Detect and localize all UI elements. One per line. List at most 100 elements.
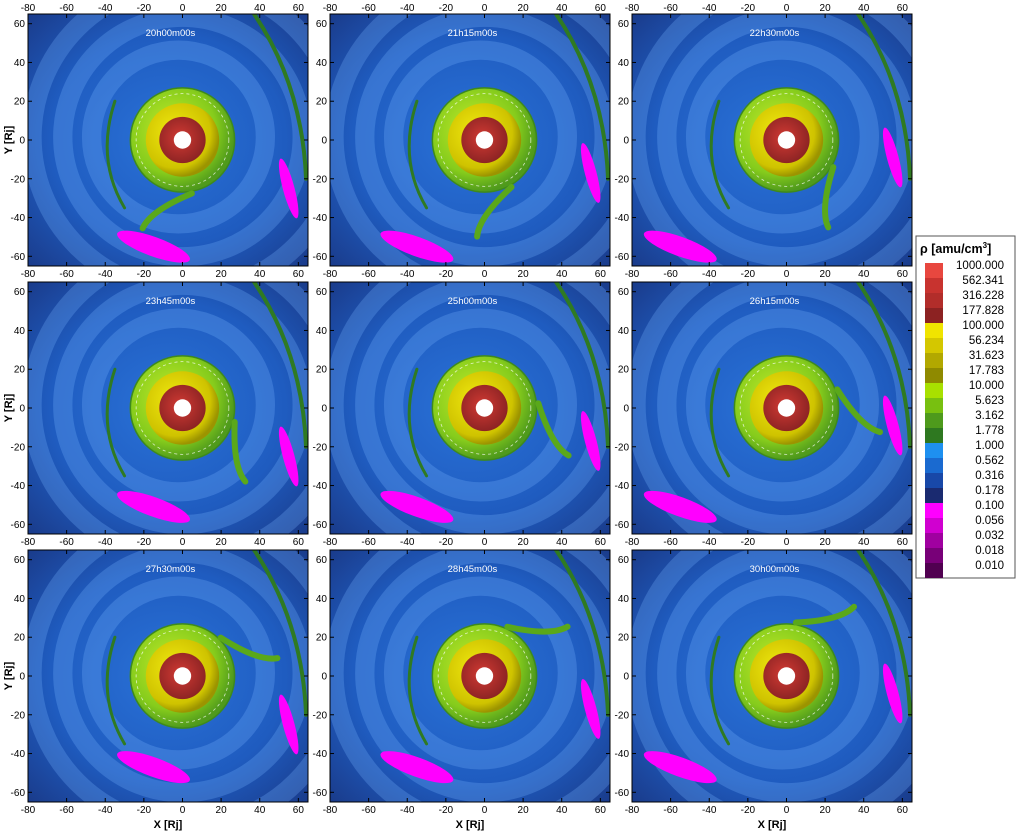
x-tick-label-top: 20 (216, 3, 228, 14)
low-density-patch (643, 751, 717, 784)
x-tick-label: 40 (254, 805, 266, 816)
inner-green-arc (105, 635, 127, 746)
planet (475, 131, 494, 149)
y-tick-label: -40 (313, 481, 328, 492)
panel-9: 30h00m00s -80 -60 -40 -20 0 20 40 60 -60 -40 -20 0 20… (615, 549, 913, 831)
y-tick-label: -60 (11, 788, 26, 799)
inner-green-arc (709, 635, 731, 746)
low-density-patch (580, 679, 601, 739)
y-tick-label: 20 (316, 97, 328, 108)
outer-green-stream (855, 550, 912, 717)
panel-plot-area (28, 282, 308, 534)
colorbar-title-end: ] (987, 242, 991, 256)
colorbar-swatch (925, 368, 943, 383)
colorbar-label: 17.783 (969, 365, 1004, 377)
x-tick-label: -20 (137, 269, 152, 280)
x-tick-label: 0 (482, 269, 488, 280)
y-tick-label: 40 (618, 594, 630, 605)
x-tick-label-top: 0 (482, 3, 488, 14)
colorbar-swatch (925, 428, 943, 443)
x-tick-label: -80 (21, 805, 36, 816)
x-tick-label: 0 (784, 537, 790, 548)
colorbar-label: 100.000 (962, 320, 1004, 332)
planet (173, 667, 192, 685)
x-tick-label: 40 (556, 269, 568, 280)
panels-layer: 20h00m00s -80 -80 -60 -60 -40 -40 -20 -20 0 0 20 20 4… (3, 3, 913, 831)
colorbar-title: ρ [amu/cm3] (920, 241, 991, 256)
x-tick-label-top: -60 (361, 3, 376, 14)
x-tick-label: 60 (293, 805, 305, 816)
y-tick-label: -60 (313, 520, 328, 531)
x-tick-label: -60 (663, 805, 678, 816)
x-tick-label: -60 (663, 537, 678, 548)
density-swirl (81, 308, 276, 502)
panel-5: 25h00m00s -80 -60 -40 -20 0 20 40 60 -60 -40 -20 0 20… (313, 281, 611, 548)
y-tick-label: 60 (618, 555, 630, 566)
x-tick-label: 40 (556, 537, 568, 548)
y-tick-label: 40 (316, 594, 328, 605)
contour-line (437, 629, 532, 723)
colorbar-label: 1.000 (975, 440, 1004, 452)
x-tick-label-top: -80 (625, 3, 640, 14)
low-density-patch (580, 411, 601, 471)
torus-tail (792, 603, 858, 626)
y-tick-label: -20 (615, 174, 630, 185)
x-axis-title: X [Rj] (154, 819, 183, 831)
y-tick-label: -20 (313, 442, 328, 453)
y-tick-label: 20 (618, 97, 630, 108)
y-tick-label: 0 (623, 404, 629, 415)
y-tick-label: -40 (313, 749, 328, 760)
y-tick-label: -20 (615, 710, 630, 721)
low-density-patch (882, 127, 903, 188)
torus-tail (822, 164, 837, 231)
x-tick-label: -20 (439, 269, 454, 280)
y-tick-label: 0 (321, 136, 327, 147)
x-tick-label-top: 20 (518, 3, 530, 14)
panel-time-label: 25h00m00s (448, 296, 498, 307)
x-tick-label: -80 (625, 805, 640, 816)
x-tick-label-top: 60 (897, 3, 909, 14)
y-tick-label: -60 (313, 788, 328, 799)
y-tick-label: 0 (623, 136, 629, 147)
panel-6: 26h15m00s -80 -60 -40 -20 0 20 40 60 -60 -40 -20 0 20… (615, 281, 913, 548)
y-tick-label: -60 (615, 252, 630, 263)
x-tick-label: -20 (741, 805, 756, 816)
colorbar-label: 0.562 (975, 455, 1004, 467)
y-tick-label: -20 (11, 710, 26, 721)
density-swirl (28, 282, 308, 534)
x-tick-label: 20 (518, 537, 530, 548)
low-density-patch (580, 143, 601, 203)
x-tick-label: 20 (518, 805, 530, 816)
torus-tail (474, 184, 515, 240)
inner-green-arc (709, 99, 731, 210)
colorbar-swatch (925, 308, 943, 323)
panel-plot-area (632, 550, 912, 802)
y-tick-label: 40 (618, 326, 630, 337)
y-tick-label: 20 (618, 365, 630, 376)
x-tick-label: -20 (741, 537, 756, 548)
outer-green-stream (553, 282, 610, 449)
low-density-patch (278, 158, 299, 219)
colorbar-label: 562.341 (962, 275, 1004, 287)
y-tick-label: 60 (316, 19, 328, 30)
y-tick-label: -60 (615, 788, 630, 799)
panel-plot-area (632, 282, 912, 534)
panel-7: 27h30m00s -80 -60 -40 -20 0 20 40 60 -60 -40 -20 0 20… (3, 549, 309, 831)
planet (777, 399, 796, 417)
y-tick-label: 40 (14, 594, 26, 605)
colorbar-label: 0.010 (975, 560, 1004, 572)
low-density-patch (117, 230, 190, 263)
x-tick-label-top: 40 (254, 3, 266, 14)
colorbar-label: 0.100 (975, 500, 1004, 512)
x-tick-label: -80 (625, 537, 640, 548)
y-tick-label: 0 (19, 404, 25, 415)
x-tick-label-top: -40 (702, 3, 717, 14)
x-tick-label: 0 (180, 269, 186, 280)
density-swirl (28, 14, 308, 266)
low-density-patch (643, 490, 717, 523)
density-swirl (383, 576, 578, 770)
outer-green-stream (251, 14, 308, 181)
x-tick-label: -60 (59, 269, 74, 280)
colorbar-label: 1000.000 (956, 260, 1004, 272)
x-tick-label: 40 (254, 537, 266, 548)
